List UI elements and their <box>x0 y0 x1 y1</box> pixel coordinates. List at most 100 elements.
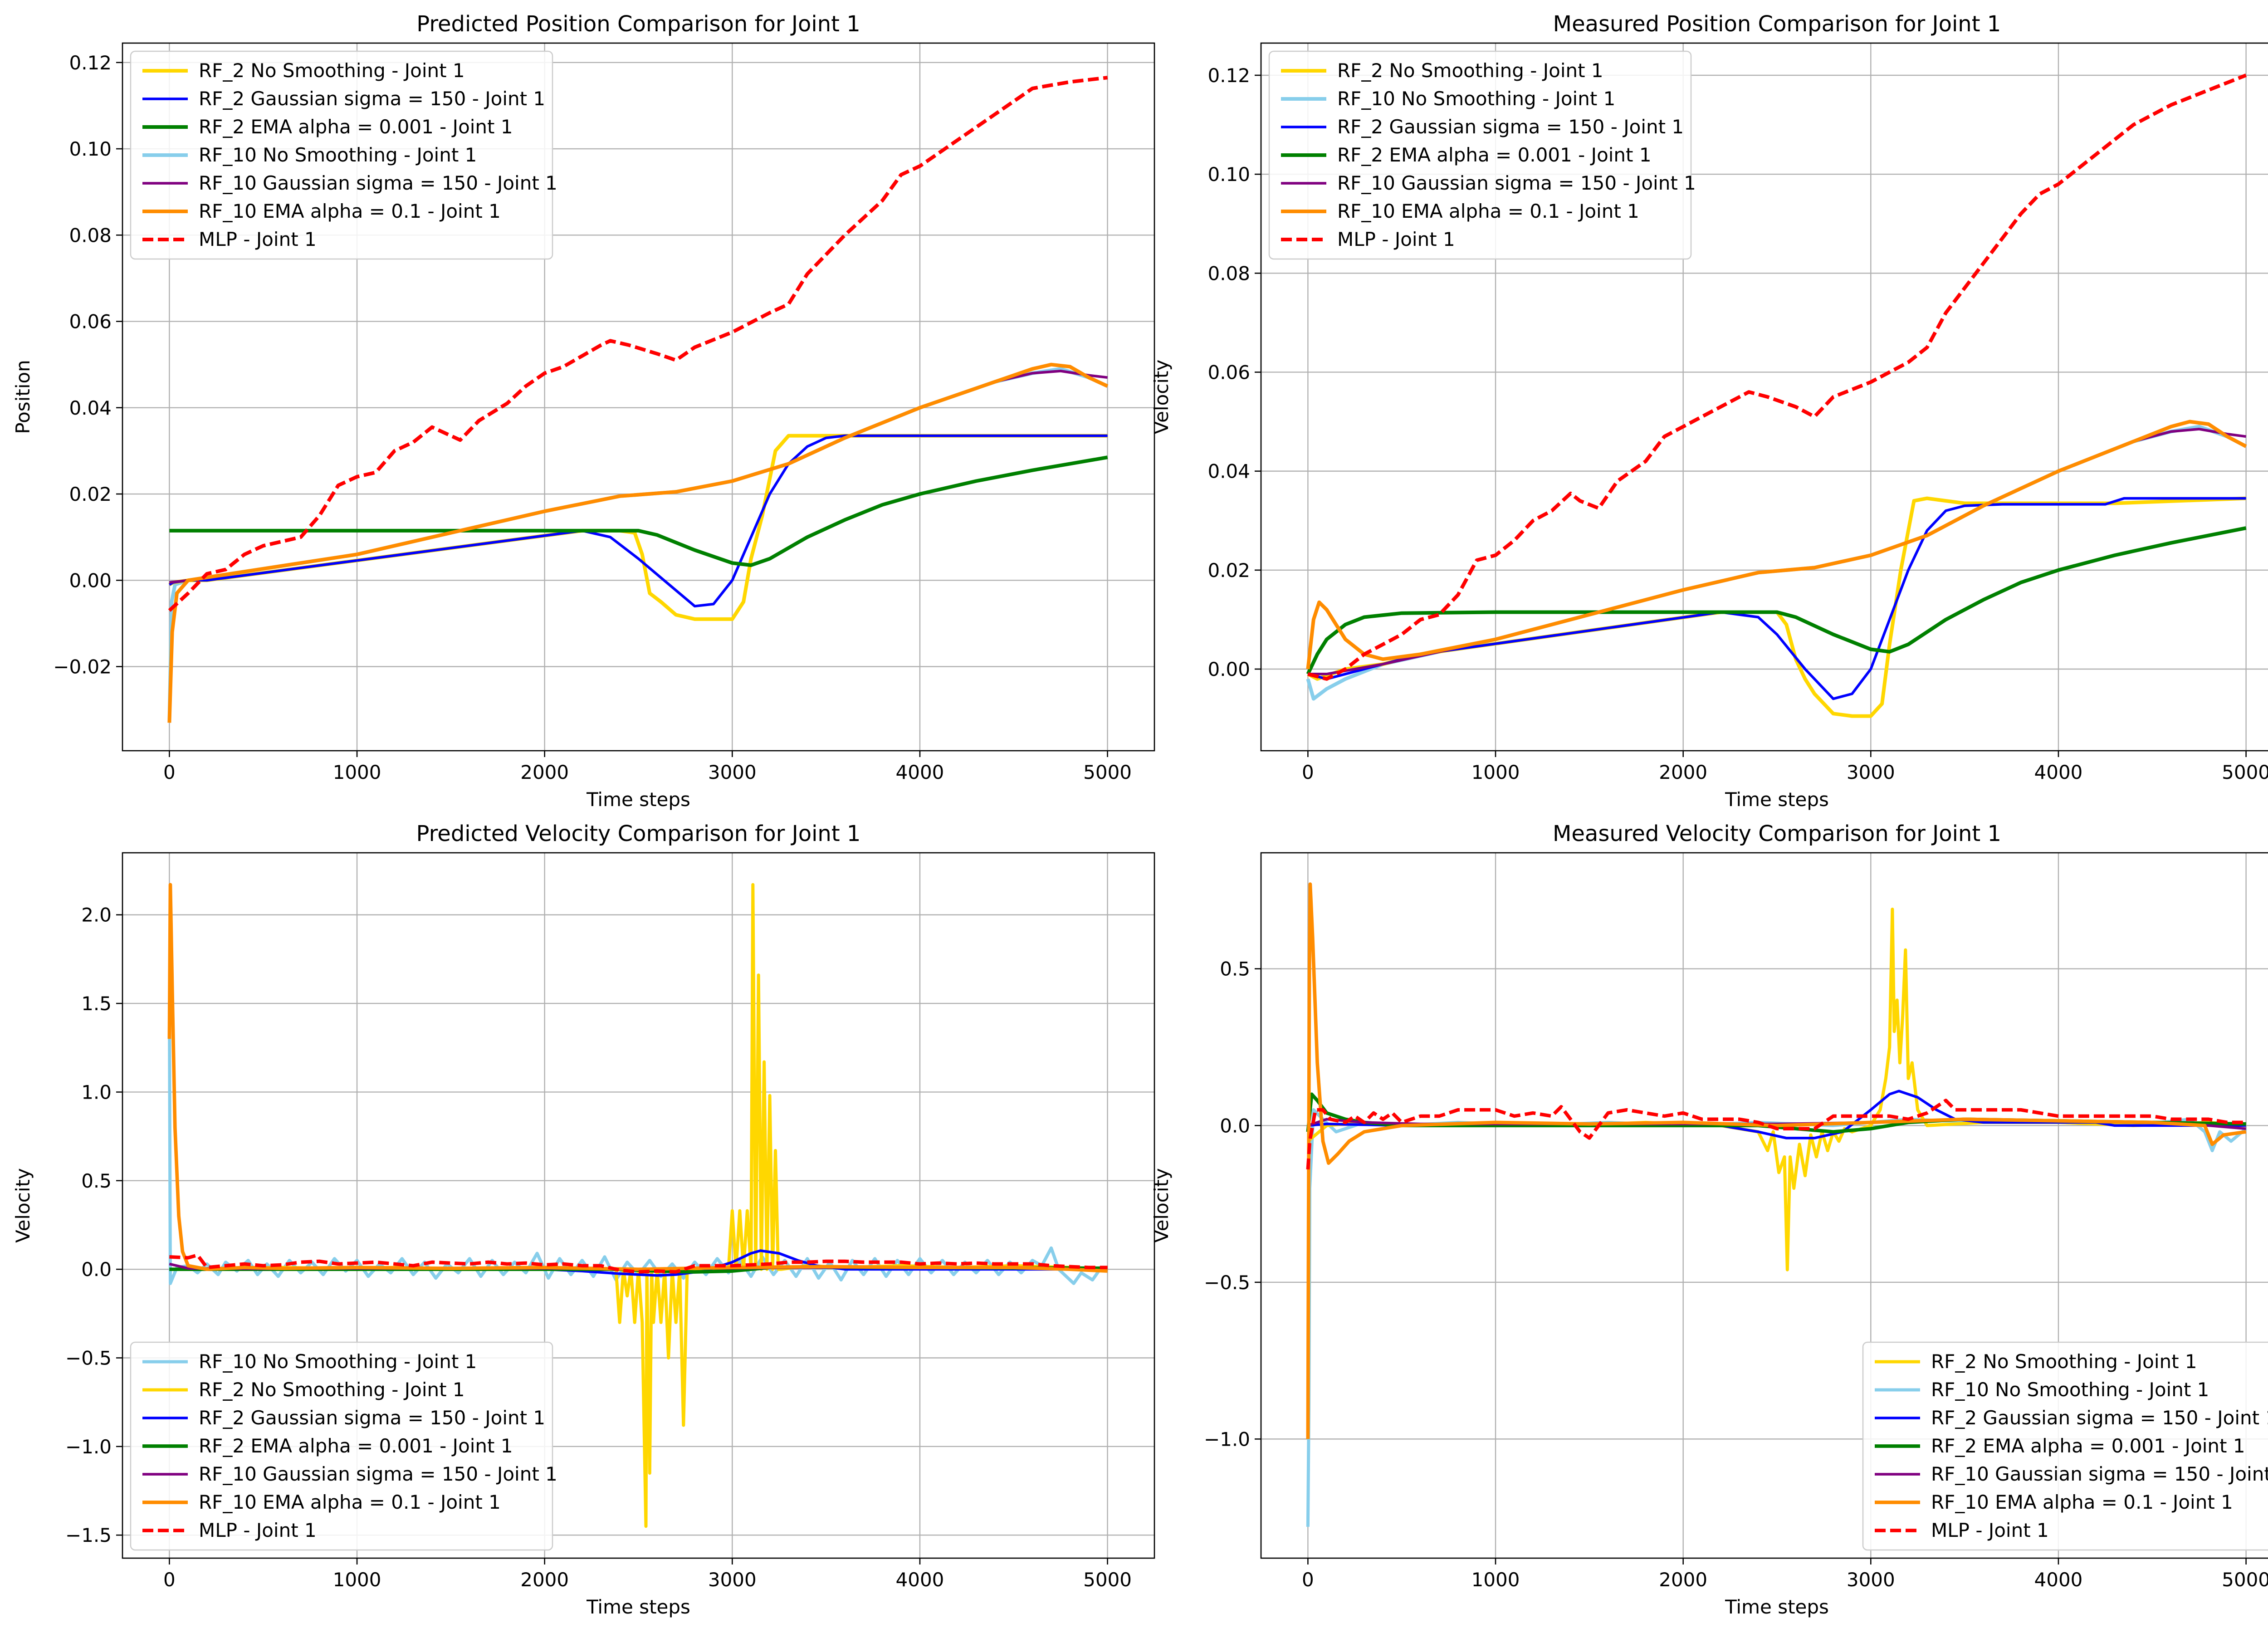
legend-label: RF_2 Gaussian sigma = 150 - Joint 1 <box>199 1407 545 1429</box>
y-tick-label: 0.5 <box>1220 958 1250 980</box>
y-tick-label: 2.0 <box>81 904 112 926</box>
x-tick-label: 5000 <box>2222 761 2268 783</box>
x-tick-label: 0 <box>163 1569 176 1591</box>
series-line-rf2_gauss <box>1307 497 2246 700</box>
x-tick-label: 5000 <box>1083 761 1132 783</box>
series-line-rf2_gauss <box>168 434 1108 608</box>
y-tick-label: 0.0 <box>1220 1115 1250 1137</box>
series-line-mlp <box>169 1253 1108 1274</box>
legend: RF_10 No Smoothing - Joint 1 RF_2 No Smoo… <box>130 1341 557 1551</box>
y-tick-label: 1.0 <box>81 1081 112 1103</box>
legend-label: RF_10 No Smoothing - Joint 1 <box>1337 88 1615 110</box>
legend-label: RF_10 EMA alpha = 0.1 - Joint 1 <box>1337 200 1639 222</box>
y-tick-label: −0.5 <box>1204 1271 1250 1294</box>
legend-label: RF_2 Gaussian sigma = 150 - Joint 1 <box>199 88 545 110</box>
x-tick-label: 2000 <box>520 1569 569 1591</box>
y-tick-label: 0.00 <box>69 569 112 592</box>
x-tick-label: 4000 <box>896 1569 944 1591</box>
series-group <box>167 883 1108 1528</box>
legend-label: RF_2 No Smoothing - Joint 1 <box>199 59 465 82</box>
x-tick-label: 4000 <box>2034 761 2083 783</box>
subplot-predicted-velocity: Predicted Velocity Comparison for Joint … <box>12 821 1155 1618</box>
series-line-rf2_raw <box>169 883 1108 1528</box>
x-tick-label: 1000 <box>333 1569 381 1591</box>
series-line-rf10_ema <box>1306 420 2247 670</box>
legend-label: MLP - Joint 1 <box>199 228 317 250</box>
legend-label: RF_10 EMA alpha = 0.1 - Joint 1 <box>199 200 501 222</box>
y-tick-label: 0.12 <box>1207 64 1250 87</box>
x-tick-label: 3000 <box>1847 1569 1895 1591</box>
legend-box <box>130 50 553 260</box>
chart-title: Predicted Velocity Comparison for Joint … <box>416 821 861 846</box>
x-tick-label: 1000 <box>333 761 381 783</box>
x-tick-label: 3000 <box>1847 761 1895 783</box>
x-axis-label: Time steps <box>1725 788 1829 811</box>
x-tick-label: 0 <box>1302 761 1314 783</box>
legend-label: RF_10 No Smoothing - Joint 1 <box>199 144 477 166</box>
legend-label: RF_10 Gaussian sigma = 150 - Joint 1 <box>1931 1463 2268 1485</box>
y-axis-label: Position <box>12 360 34 434</box>
x-axis-label: Time steps <box>586 1596 690 1618</box>
y-tick-label: 0.10 <box>1207 163 1250 186</box>
axes-frame <box>1260 852 2268 1559</box>
x-axis-label: Time steps <box>1725 1596 1829 1618</box>
y-tick-label: 1.5 <box>81 993 112 1015</box>
y-tick-label: 0.00 <box>1207 658 1250 680</box>
x-tick-label: 1000 <box>1471 1569 1520 1591</box>
legend-label: RF_2 EMA alpha = 0.001 - Joint 1 <box>199 116 513 138</box>
legend-label: MLP - Joint 1 <box>1337 228 1455 250</box>
legend-label: RF_10 Gaussian sigma = 150 - Joint 1 <box>1337 172 1696 194</box>
series-group <box>1306 73 2247 718</box>
legend-label: RF_2 Gaussian sigma = 150 - Joint 1 <box>1337 116 1684 138</box>
axes-frame <box>122 42 1155 752</box>
legend-label: RF_10 Gaussian sigma = 150 - Joint 1 <box>199 1463 557 1485</box>
subplot-measured-velocity: Measured Velocity Comparison for Joint 1… <box>1150 821 2268 1618</box>
y-tick-label: 0.12 <box>69 52 112 74</box>
chart-title: Predicted Position Comparison for Joint … <box>416 11 860 37</box>
y-tick-label: 0.5 <box>81 1170 112 1192</box>
legend: RF_2 No Smoothing - Joint 1 RF_10 No Smoo… <box>1268 50 1696 260</box>
x-tick-label: 5000 <box>2222 1569 2268 1591</box>
y-tick-label: 0.08 <box>69 224 112 246</box>
y-axis-label: Velocity <box>12 1168 34 1243</box>
y-tick-label: 0.04 <box>1207 460 1250 483</box>
y-axis-label: Velocity <box>1150 360 1173 435</box>
series-line-mlp <box>1307 73 2247 681</box>
legend-label: RF_2 EMA alpha = 0.001 - Joint 1 <box>1931 1435 2245 1457</box>
series-group <box>1306 882 2247 1527</box>
legend-box <box>1268 50 1692 260</box>
x-axis-label: Time steps <box>586 788 690 811</box>
x-tick-label: 2000 <box>520 761 569 783</box>
series-group <box>167 76 1109 723</box>
legend-label: RF_2 EMA alpha = 0.001 - Joint 1 <box>1337 144 1652 166</box>
x-tick-label: 0 <box>1302 1569 1314 1591</box>
series-line-rf10_ema <box>1306 882 2247 1439</box>
legend-label: MLP - Joint 1 <box>1931 1519 2049 1541</box>
y-tick-label: −0.02 <box>53 656 112 678</box>
x-tick-label: 4000 <box>896 761 944 783</box>
axes-frame <box>122 852 1155 1559</box>
x-tick-label: 3000 <box>708 761 757 783</box>
y-tick-label: 0.0 <box>81 1258 112 1281</box>
legend-label: RF_2 Gaussian sigma = 150 - Joint 1 <box>1931 1407 2268 1429</box>
y-tick-label: 0.04 <box>69 397 112 419</box>
y-tick-label: 0.02 <box>1207 559 1250 582</box>
series-line-mlp <box>1306 1099 2246 1170</box>
legend-box <box>1862 1341 2268 1551</box>
series-line-rf10_ema <box>167 883 1108 1273</box>
x-tick-label: 2000 <box>1659 1569 1707 1591</box>
legend-label: RF_2 No Smoothing - Joint 1 <box>1931 1350 2197 1373</box>
x-tick-label: 3000 <box>708 1569 757 1591</box>
chart-title: Measured Position Comparison for Joint 1 <box>1553 11 2001 37</box>
legend-label: RF_10 EMA alpha = 0.1 - Joint 1 <box>199 1491 501 1513</box>
legend-label: RF_10 No Smoothing - Joint 1 <box>199 1350 477 1373</box>
axes-frame <box>1260 42 2268 752</box>
legend-label: RF_2 No Smoothing - Joint 1 <box>199 1379 465 1401</box>
legend-label: RF_2 No Smoothing - Joint 1 <box>1337 59 1603 82</box>
y-tick-label: 0.06 <box>1207 361 1250 383</box>
series-line-rf2_ema <box>1306 526 2247 675</box>
y-tick-label: 0.10 <box>69 138 112 160</box>
legend: RF_2 No Smoothing - Joint 1 RF_10 No Smoo… <box>1862 1341 2268 1551</box>
x-tick-label: 4000 <box>2034 1569 2083 1591</box>
